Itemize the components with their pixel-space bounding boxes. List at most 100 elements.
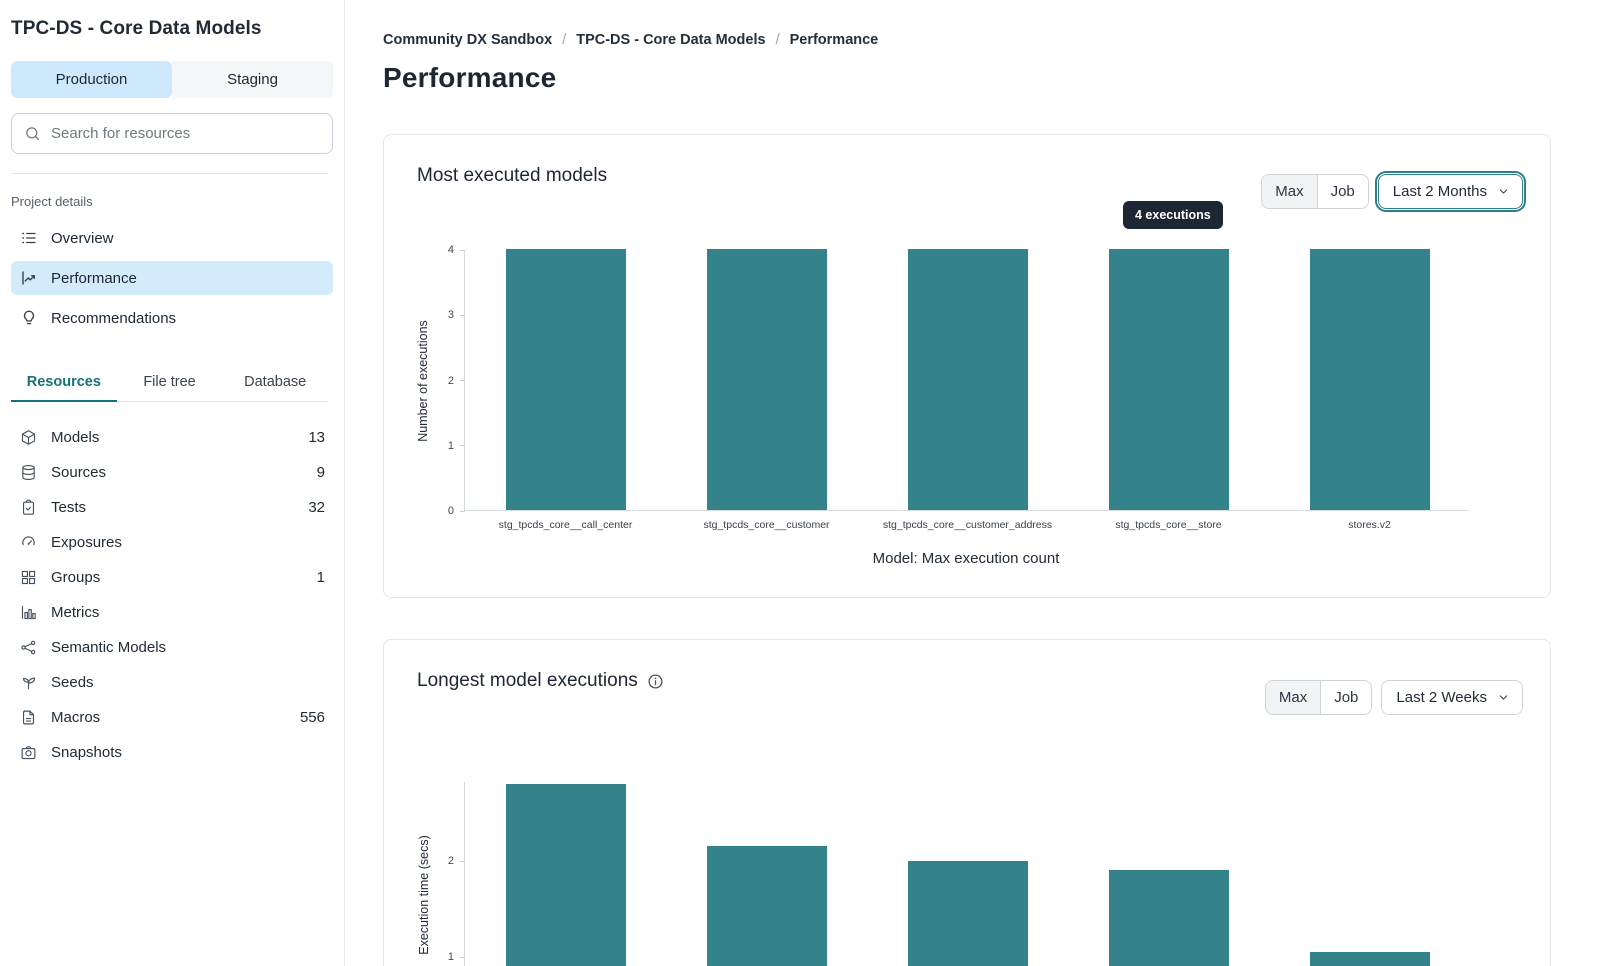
list-icon [22, 232, 36, 244]
tab-production[interactable]: Production [11, 61, 172, 98]
max-job-toggle: Max Job [1264, 680, 1373, 715]
y-tick-label: 1 [447, 951, 454, 963]
sidebar-item-label: Overview [51, 229, 114, 247]
max-button[interactable]: Max [1262, 175, 1317, 208]
sidebar-item-overview[interactable]: Overview [11, 221, 333, 255]
y-tick-mark [460, 380, 465, 381]
time-range-value: Last 2 Weeks [1396, 689, 1487, 706]
bar[interactable] [1108, 870, 1229, 966]
time-range-select[interactable]: Last 2 Weeks [1381, 680, 1523, 715]
chart-controls: Max Job Last 2 Weeks [1264, 680, 1523, 715]
job-button[interactable]: Job [1316, 175, 1368, 208]
search-input[interactable] [51, 125, 320, 142]
y-tick-label: 2 [447, 855, 454, 867]
breadcrumb-separator: / [775, 32, 780, 48]
y-tick-mark [460, 249, 465, 251]
resource-label: Tests [51, 499, 87, 516]
chart-tooltip: 4 executions [1123, 201, 1223, 229]
chevron-down-icon [1499, 189, 1508, 194]
tab-database[interactable]: Database [244, 374, 307, 390]
clipboard-icon [20, 499, 38, 517]
y-tick-mark [460, 956, 465, 958]
resource-label: Groups [51, 569, 101, 586]
search-box[interactable] [11, 113, 333, 154]
sidebar: TPC-DS - Core Data Models Production Sta… [0, 0, 345, 966]
environment-toggle: Production Staging [11, 61, 333, 98]
x-axis-title: Model: Max execution count [872, 550, 1060, 567]
bar[interactable] [505, 783, 626, 966]
sidebar-item-label: Recommendations [51, 309, 177, 327]
sidebar-item-performance[interactable]: Performance [11, 261, 333, 295]
tab-file-tree[interactable]: File tree [143, 374, 196, 390]
bar[interactable] [1309, 249, 1430, 510]
resource-label: Seeds [51, 674, 94, 691]
resource-item-sources[interactable]: Sources 9 [0, 455, 344, 490]
y-tick-label: 4 [447, 244, 454, 256]
card-title: Longest model executions [417, 670, 638, 691]
job-button[interactable]: Job [1320, 681, 1372, 714]
resource-item-macros[interactable]: Macros 556 [0, 700, 344, 735]
y-tick-mark [460, 860, 465, 862]
y-axis-title: Execution time (secs) [417, 835, 431, 955]
sidebar-item-label: Performance [51, 269, 137, 287]
sidebar-divider [12, 173, 328, 174]
resource-label: Macros [51, 709, 101, 726]
resource-item-metrics[interactable]: Metrics [0, 595, 344, 630]
breadcrumb-item[interactable]: Community DX Sandbox [383, 32, 553, 48]
time-range-select[interactable]: Last 2 Months [1377, 174, 1523, 209]
seedling-icon [20, 674, 38, 692]
max-button[interactable]: Max [1265, 681, 1321, 714]
grid-icon [20, 569, 38, 587]
resource-item-snapshots[interactable]: Snapshots [0, 735, 344, 770]
resource-item-seeds[interactable]: Seeds [0, 665, 344, 700]
project-details-label: Project details [11, 194, 93, 209]
bar[interactable] [1108, 249, 1229, 510]
resource-item-tests[interactable]: Tests 32 [0, 490, 344, 525]
chevron-down-icon [1499, 695, 1508, 700]
search-icon [26, 127, 40, 141]
file-icon [20, 709, 38, 727]
bar[interactable] [907, 249, 1028, 510]
y-tick-label: 3 [447, 309, 454, 322]
x-category-label: stores.v2 [1348, 519, 1391, 531]
bar[interactable] [505, 249, 626, 510]
breadcrumb-separator: / [562, 32, 567, 48]
bar[interactable] [706, 846, 827, 966]
time-range-value: Last 2 Months [1392, 183, 1487, 200]
resource-item-groups[interactable]: Groups 1 [0, 560, 344, 595]
resource-label: Semantic Models [51, 639, 167, 656]
card-title: Most executed models [417, 165, 608, 186]
most-executed-models-card: Most executed models Max Job Last 2 Mont… [383, 134, 1551, 598]
sidebar-item-recommendations[interactable]: Recommendations [11, 301, 333, 335]
bar-chart-icon [20, 604, 38, 622]
max-job-toggle: Max Job [1261, 174, 1369, 209]
y-tick-mark [460, 445, 465, 447]
resource-item-models[interactable]: Models 13 [0, 420, 344, 455]
bar[interactable] [706, 249, 827, 510]
resource-item-exposures[interactable]: Exposures [0, 525, 344, 560]
tab-resources[interactable]: Resources [11, 366, 117, 402]
x-category-label: stg_tpcds_core__call_center [498, 519, 633, 531]
resource-count: 32 [308, 499, 325, 516]
info-icon[interactable] [647, 673, 664, 690]
resource-count: 556 [299, 709, 325, 726]
bar[interactable] [907, 860, 1028, 966]
resource-label: Sources [51, 464, 107, 481]
longest-executions-card: Longest model executions Max Job Last 2 … [383, 639, 1551, 966]
resource-label: Models [51, 429, 100, 446]
resource-label: Metrics [51, 604, 100, 621]
cube-icon [20, 429, 38, 447]
y-tick-mark [460, 314, 465, 316]
tab-staging[interactable]: Staging [172, 61, 333, 98]
y-axis-title: Number of executions [416, 320, 430, 442]
y-tick-label: 0 [447, 505, 454, 517]
bar[interactable] [1309, 952, 1430, 966]
resource-item-semantic-models[interactable]: Semantic Models [0, 630, 344, 665]
x-category-label: stg_tpcds_core__store [1115, 519, 1222, 531]
chart-controls: Max Job Last 2 Months [1261, 174, 1523, 209]
gauge-icon [20, 534, 38, 552]
breadcrumb-item[interactable]: TPC-DS - Core Data Models [576, 32, 766, 48]
lightbulb-icon [23, 310, 35, 325]
resource-count: 9 [316, 464, 325, 481]
